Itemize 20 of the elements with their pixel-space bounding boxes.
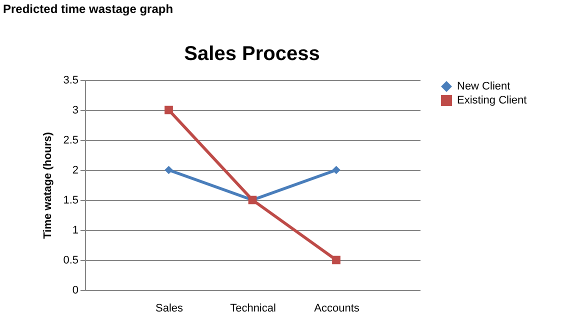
point [164,106,173,114]
y-tick-label: 3 [72,104,78,116]
x-tick-label: Technical [230,302,276,314]
y-axis-title: Time watage (hours) [42,132,54,239]
y-tick-label: 2 [72,164,78,176]
chart-title: Sales Process [184,43,320,65]
y-tick-label: 3.5 [63,74,78,86]
y-tick-label: 0.5 [63,254,78,266]
x-tick-label: Accounts [314,302,360,314]
point [332,166,340,174]
point [332,256,340,264]
y-tick-label: 0 [72,284,78,296]
y-tick-label: 1 [72,224,78,236]
y-tick-label: 2.5 [63,134,78,146]
legend-label: Existing Client [457,94,527,106]
point [164,166,173,174]
x-tick-label: Sales [155,302,184,314]
legend-label: New Client [457,80,510,92]
text: Predicted time wastage graph [3,2,174,16]
y-tick-label: 1.5 [63,194,78,206]
